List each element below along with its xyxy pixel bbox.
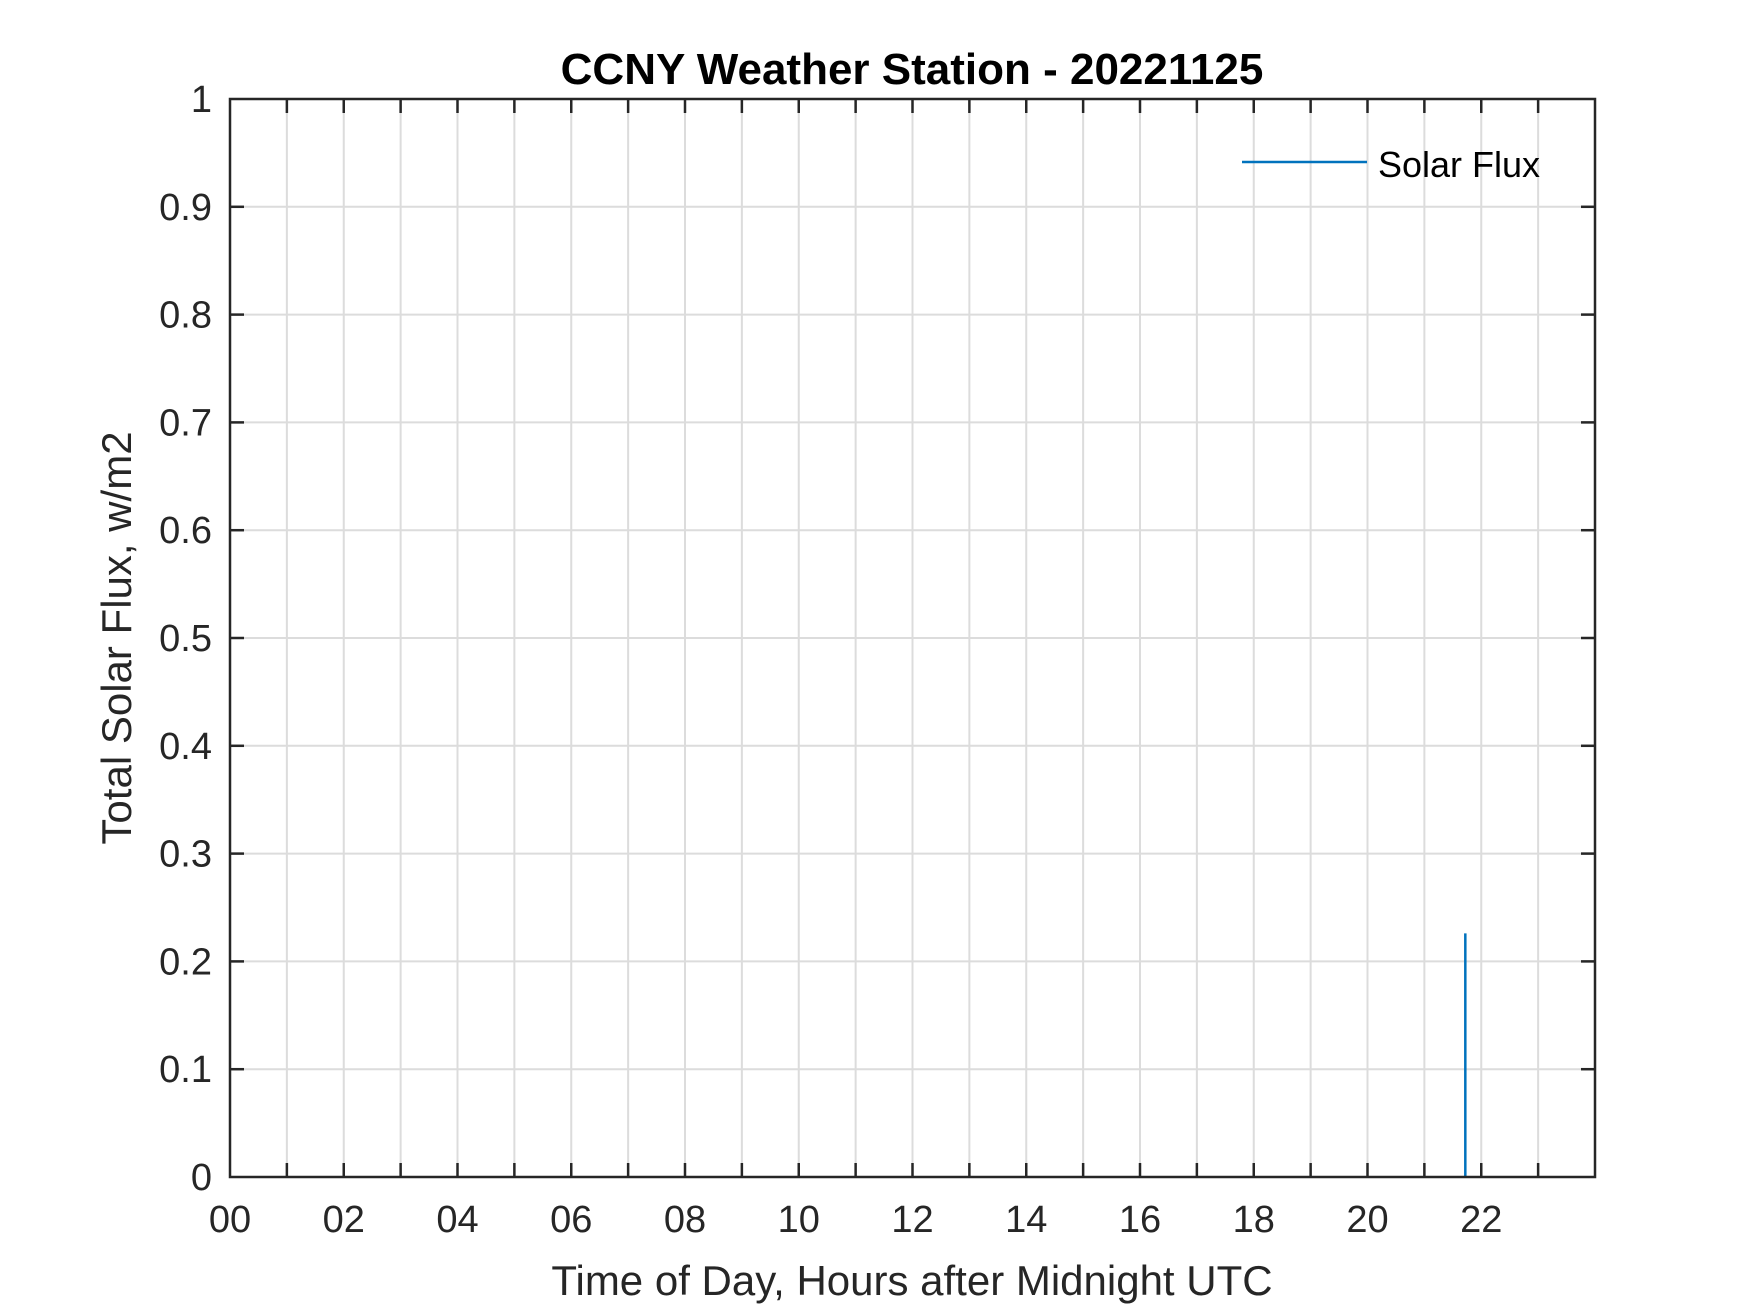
x-tick-label: 08 [664,1199,706,1241]
x-tick-label: 12 [891,1199,933,1241]
axis-ticks [230,99,1595,1177]
x-axis-label: Time of Day, Hours after Midnight UTC [551,1257,1272,1304]
x-tick-label: 10 [778,1199,820,1241]
legend-label-solar-flux: Solar Flux [1378,144,1540,185]
y-tick-label: 0.5 [159,618,212,660]
legend: Solar Flux [1242,144,1540,185]
x-tick-label: 22 [1460,1199,1502,1241]
y-tick-label: 0.4 [159,726,212,768]
x-tick-label: 02 [323,1199,365,1241]
y-tick-label: 0.7 [159,402,212,444]
y-tick-label: 0 [191,1157,212,1199]
x-tick-label: 00 [209,1199,251,1241]
y-axis-label: Total Solar Flux, w/m2 [93,431,140,844]
chart-title: CCNY Weather Station - 20221125 [561,45,1264,94]
y-tick-label: 0.2 [159,941,212,983]
x-tick-label: 14 [1005,1199,1047,1241]
y-tick-label: 0.3 [159,834,212,876]
x-tick-label: 04 [436,1199,478,1241]
y-tick-labels: 0 0.1 0.2 0.3 0.4 0.5 0.6 0.7 0.8 0.9 1 [159,79,212,1199]
y-tick-label: 0.8 [159,295,212,337]
y-tick-label: 0.6 [159,510,212,552]
x-tick-labels: 00 02 04 06 08 10 12 14 16 18 20 22 [209,1199,1503,1241]
grid-lines [230,99,1595,1177]
x-tick-label: 18 [1233,1199,1275,1241]
y-tick-label: 0.9 [159,187,212,229]
y-tick-label: 0.1 [159,1049,212,1091]
axes-box [228,97,1597,1179]
y-tick-label: 1 [191,79,212,121]
x-tick-label: 20 [1346,1199,1388,1241]
x-tick-label: 06 [550,1199,592,1241]
x-tick-label: 16 [1119,1199,1161,1241]
